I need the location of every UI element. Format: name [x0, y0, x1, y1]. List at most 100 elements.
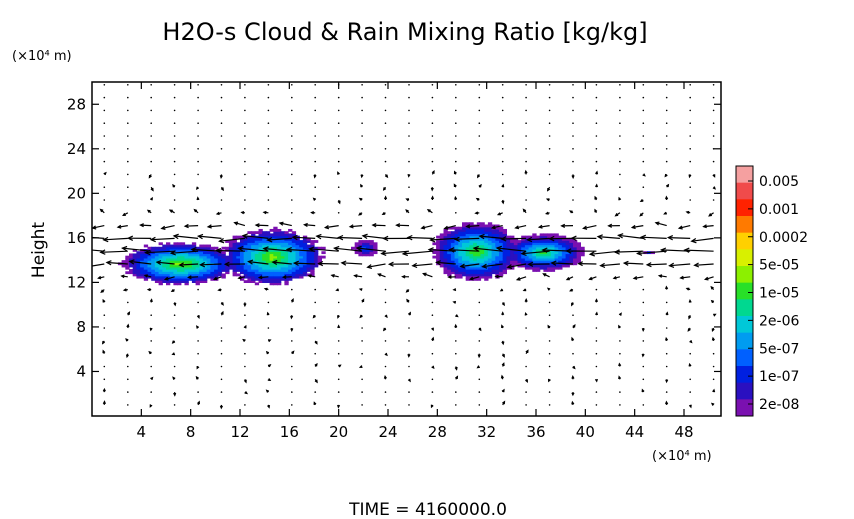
- cloud-cell: [251, 260, 256, 263]
- cloud-cell: [280, 242, 285, 246]
- cloud-cell: [469, 240, 474, 243]
- wind-dot: [665, 84, 668, 86]
- wind-dot: [150, 84, 152, 86]
- cloud-cell: [476, 244, 482, 248]
- cloud-cell: [447, 260, 452, 263]
- cloud-cell: [573, 244, 578, 248]
- cloud-cell: [277, 280, 282, 283]
- wind-arrow-head: [542, 273, 547, 277]
- cloud-cell: [465, 251, 470, 255]
- cloud-cell: [295, 240, 300, 243]
- cloud-cell: [436, 244, 441, 248]
- cloud-cell: [458, 262, 463, 266]
- cloud-cell: [184, 244, 189, 248]
- wind-dot: [150, 340, 152, 342]
- wind-dot: [501, 96, 504, 99]
- wind-arrow-head: [265, 389, 270, 393]
- cloud-cell: [539, 244, 544, 248]
- cloud-cell: [247, 266, 252, 270]
- cloud-cell: [136, 260, 141, 263]
- cloud-cell: [236, 257, 241, 261]
- cloud-cell: [254, 251, 260, 255]
- cloud-cell: [210, 277, 215, 281]
- wind-arrow-head: [689, 340, 693, 344]
- wind-dot: [548, 352, 551, 355]
- cloud-cell: [195, 253, 200, 257]
- cloud-cell: [469, 257, 474, 261]
- wind-arrow-head: [196, 315, 200, 319]
- cloud-cell: [484, 249, 489, 252]
- cloud-cell: [439, 253, 445, 257]
- wind-arrow-head: [429, 236, 436, 243]
- wind-arrow-shaft: [161, 225, 175, 230]
- cloud-cell: [169, 246, 174, 250]
- cloud-cell: [129, 269, 134, 272]
- cloud-cell: [580, 249, 585, 252]
- cloud-cell: [476, 226, 482, 230]
- wind-dot: [291, 340, 293, 342]
- wind-dot: [408, 96, 410, 99]
- wind-arrow-shaft: [92, 263, 105, 267]
- cloud-cell: [317, 257, 322, 261]
- cloud-cell: [173, 273, 178, 277]
- cloud-cell: [439, 242, 445, 246]
- cloud-cell: [277, 228, 282, 232]
- wind-dot: [525, 340, 527, 342]
- cloud-cell: [573, 249, 578, 252]
- cloud-cell: [547, 233, 552, 237]
- cloud-cell: [284, 266, 289, 270]
- cloud-cell: [487, 246, 493, 250]
- cloud-cell: [125, 260, 130, 263]
- cloud-cell: [240, 242, 245, 246]
- cloud-cell: [258, 242, 263, 246]
- cloud-cell: [314, 246, 319, 250]
- cloud-cell: [506, 242, 511, 246]
- cloud-cell: [262, 255, 267, 259]
- x-tick-label: 12: [230, 423, 249, 441]
- cloud-cell: [554, 237, 559, 241]
- cloud-cell: [473, 269, 478, 272]
- wind-arrow-head: [679, 275, 684, 280]
- cloud-cell: [277, 255, 282, 259]
- cloud-cell: [143, 260, 149, 263]
- wind-arrow-head: [642, 173, 646, 177]
- cloud-cell: [158, 280, 163, 283]
- cloud-cell: [262, 251, 267, 255]
- cloud-cell: [158, 266, 163, 270]
- cloud-cell: [473, 277, 478, 281]
- wind-arrow-head: [196, 400, 200, 405]
- wind-dot: [455, 404, 457, 406]
- cloud-cell: [491, 262, 496, 266]
- cloud-cell: [251, 257, 256, 261]
- cloud-cell: [521, 262, 526, 266]
- cloud-cell: [191, 253, 197, 257]
- cloud-cell: [473, 271, 478, 275]
- cloud-cell: [458, 257, 463, 261]
- cloud-cell: [188, 269, 193, 272]
- wind-dot: [267, 301, 270, 304]
- cloud-cell: [225, 257, 230, 261]
- cloud-cell: [443, 233, 448, 237]
- cloud-cell: [243, 264, 248, 268]
- cloud-cell: [273, 266, 278, 270]
- wind-arrow-head: [664, 173, 668, 178]
- cloud-cell: [265, 260, 271, 263]
- cloud-cell: [177, 262, 182, 266]
- cloud-cell: [499, 257, 504, 261]
- cloud-cell: [547, 260, 552, 263]
- cloud-cell: [206, 257, 211, 261]
- wind-arrow-shaft: [515, 225, 527, 229]
- cloud-cell: [232, 242, 237, 246]
- cloud-cell: [299, 246, 304, 250]
- cloud-cell: [362, 251, 367, 255]
- cloud-cell: [214, 251, 219, 255]
- wind-dot: [455, 96, 457, 99]
- cloud-cell: [462, 269, 467, 272]
- cloud-cell: [203, 251, 208, 255]
- wind-arrow-head: [688, 299, 692, 303]
- wind-arrow-shaft: [350, 225, 363, 228]
- wind-arrow-head: [267, 404, 271, 409]
- wind-arrow-head: [126, 323, 130, 328]
- cloud-cell: [302, 253, 308, 257]
- cloud-cell: [547, 257, 552, 261]
